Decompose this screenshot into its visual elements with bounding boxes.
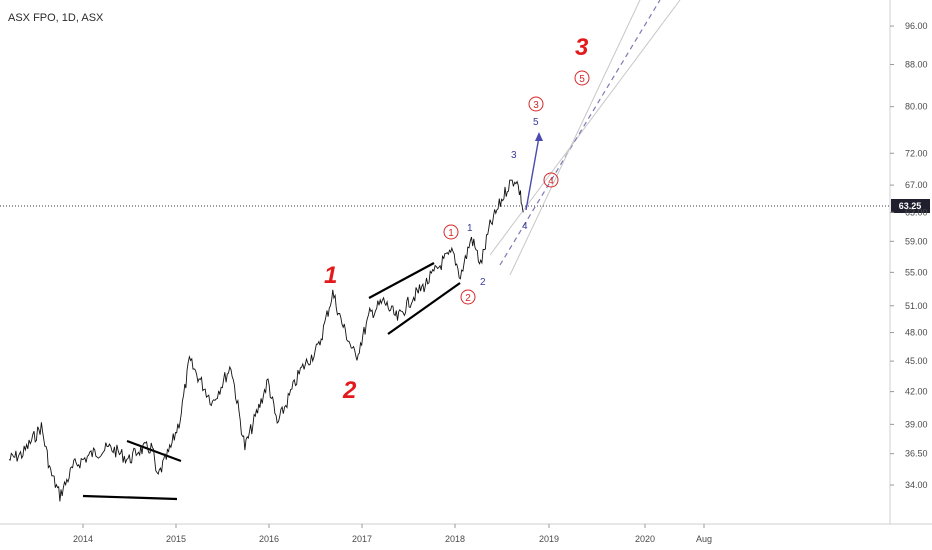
price-layer: [8, 178, 524, 502]
channel-lower-line: [509, 0, 641, 276]
y-axis-ticks: 96.00 88.00 80.00 72.00 67.00 63.00 59.00 55.00…: [890, 21, 928, 490]
price-series-line: [8, 179, 524, 502]
circled-wave-3-ring: [528, 96, 544, 112]
y-tick-label: 96.00: [905, 21, 928, 31]
x-tick-label: 2014: [73, 534, 93, 544]
circled-wave-1-ring: [443, 224, 459, 240]
y-tick-label: 72.00: [905, 148, 928, 158]
circled-wave-4: 4: [543, 172, 559, 188]
projection-layer: [525, 132, 543, 211]
projection-arrow-head: [535, 132, 543, 141]
current-price-label: 63.25: [899, 201, 922, 211]
subwave-label-4: 4: [522, 221, 528, 232]
circled-wave-5-label: 5: [579, 74, 585, 85]
x-axis-ticks: 2014 2015 2016 2017 2018 2019 2020 Aug: [73, 524, 712, 544]
x-tick-label: 2020: [635, 534, 655, 544]
subwave-label-5: 5: [533, 117, 539, 128]
x-tick-label: Aug: [696, 534, 712, 544]
circled-wave-2-ring: [460, 289, 476, 305]
y-tick-label: 55.00: [905, 267, 928, 277]
wave-label-1: 1: [324, 262, 337, 289]
subwave-label-1: 1: [467, 223, 473, 234]
y-tick-label: 36.50: [905, 449, 928, 459]
x-tick-label: 2016: [259, 534, 279, 544]
wave-label-3: 3: [575, 34, 589, 61]
y-tick-label: 42.00: [905, 387, 928, 397]
x-tick-label: 2019: [539, 534, 559, 544]
subwave-label-2: 2: [480, 277, 486, 288]
circled-wave-2-label: 2: [465, 293, 471, 304]
y-tick-label: 48.00: [905, 328, 928, 338]
circled-wave-2: 2: [460, 289, 476, 305]
y-tick-label: 80.00: [905, 102, 928, 112]
wedge-lower-line: [387, 282, 461, 335]
x-tick-label: 2017: [352, 534, 372, 544]
y-tick-label: 39.00: [905, 419, 928, 429]
channel-layer: [489, 0, 681, 276]
y-tick-label: 45.00: [905, 356, 928, 366]
y-tick-label: 51.00: [905, 301, 928, 311]
channel-upper-line: [489, 0, 681, 256]
circled-wave-4-label: 4: [548, 176, 554, 187]
current-price-badge: [891, 199, 930, 213]
circled-wave-5-ring: [574, 70, 590, 86]
x-tick-label: 2018: [445, 534, 465, 544]
chart-title: ASX FPO, 1D, ASX: [8, 12, 104, 24]
channel-mid-dashed-line: [499, 0, 661, 266]
circled-wave-1-label: 1: [448, 228, 454, 239]
y-tick-label: 63.00: [905, 207, 928, 217]
y-tick-label: 67.00: [905, 180, 928, 190]
x-tick-label: 2015: [166, 534, 186, 544]
wave-5-projection-arrow: [525, 136, 540, 211]
circled-wave-3-label: 3: [533, 100, 539, 111]
triangle-support-line: [82, 494, 178, 501]
y-tick-label: 88.00: [905, 60, 928, 70]
wedge-upper-line: [368, 262, 435, 299]
y-tick-label: 34.00: [905, 480, 928, 490]
circled-wave-3: 3: [528, 96, 544, 112]
circled-wave-5: 5: [574, 70, 590, 86]
subwave-label-3: 3: [511, 150, 517, 161]
circled-wave-1: 1: [443, 224, 459, 240]
wave-label-2: 2: [342, 377, 357, 404]
circled-wave-4-ring: [543, 172, 559, 188]
y-tick-label: 59.00: [905, 236, 928, 246]
